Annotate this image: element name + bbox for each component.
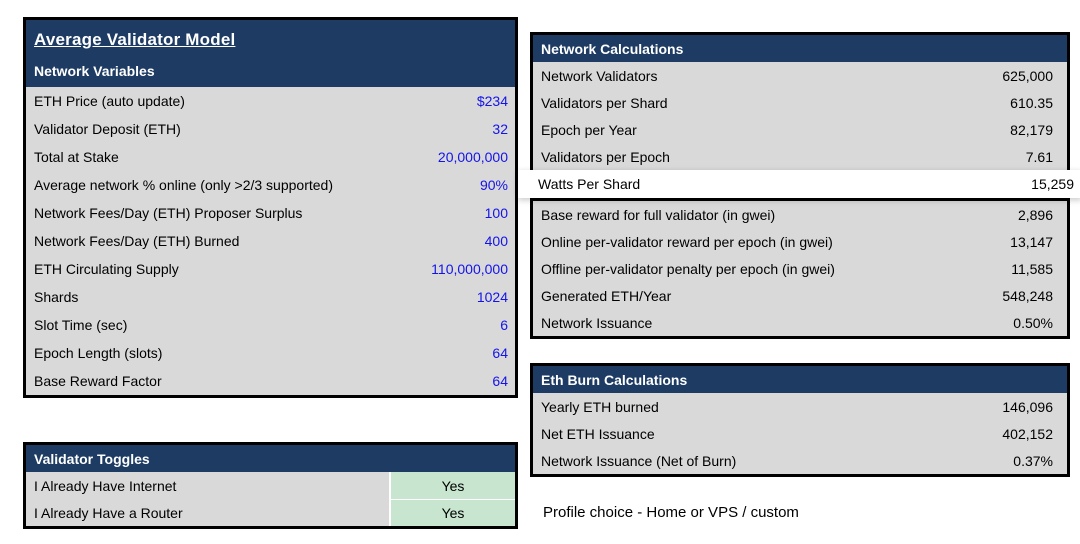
row-label: Generated ETH/Year [541,287,672,304]
row-value: 7.61 [1025,148,1053,165]
model-title: Average Validator Model [34,30,236,49]
table-row: I Already Have a Router Yes [26,499,515,526]
row-label: Watts Per Shard [538,176,641,192]
row-value[interactable]: 400 [484,233,508,249]
eth-burn-calculations-header: Eth Burn Calculations [533,366,1067,393]
table-row: Total at Stake 20,000,000 [26,143,515,171]
table-row: Yearly ETH burned 146,096 [533,393,1067,420]
row-value[interactable]: 32 [492,121,508,137]
row-label: Slot Time (sec) [34,317,128,333]
row-value: 11,585 [1011,260,1053,277]
row-label: Validator Deposit (ETH) [34,121,181,137]
row-value[interactable]: 20,000,000 [437,149,508,165]
row-label: Base reward for full validator (in gwei) [541,206,776,223]
row-value: 15,259 [1031,176,1074,192]
row-label: Yearly ETH burned [541,398,659,415]
row-value: 402,152 [1002,425,1053,442]
row-label: Validators per Shard [541,94,668,111]
row-value: 0.50% [1013,314,1053,331]
row-label: Network Fees/Day (ETH) Burned [34,233,240,249]
row-value: 610.35 [1010,94,1053,111]
network-calculations-rows-top: Network Validators 625,000 Validators per … [533,62,1067,170]
table-row: Shards 1024 [26,283,515,311]
row-label: Network Issuance (Net of Burn) [541,452,737,469]
row-label: Base Reward Factor [34,373,162,389]
eth-burn-calculations-rows: Yearly ETH burned 146,096 Net ETH Issuance… [533,393,1067,474]
row-label: I Already Have a Router [34,504,183,521]
row-value[interactable]: $234 [476,93,508,109]
table-row: Offline per-validator penalty per epoch … [533,255,1067,282]
network-calculations-table-bottom: Base reward for full validator (in gwei)… [530,198,1070,339]
network-variables-header: Network Variables [34,63,155,79]
table-row: I Already Have Internet Yes [26,472,515,499]
row-value: 146,096 [1002,398,1053,415]
row-value[interactable]: 110,000,000 [431,261,508,277]
network-calculations-table-top: Network Calculations Network Validators 6… [530,32,1070,170]
validator-toggles-header: Validator Toggles [26,445,515,472]
row-label: Offline per-validator penalty per epoch … [541,260,835,277]
row-label: I Already Have Internet [34,477,177,494]
row-value[interactable]: 6 [500,317,508,333]
table-row: Online per-validator reward per epoch (i… [533,228,1067,255]
toggle-value-cell[interactable]: Yes [389,472,515,499]
table-row: Validator Deposit (ETH) 32 [26,115,515,143]
table-row: Generated ETH/Year 548,248 [533,282,1067,309]
network-variables-rows: ETH Price (auto update) $234 Validator Dep… [26,87,515,395]
table-row: ETH Price (auto update) $234 [26,87,515,115]
network-variables-table: Average Validator Model Network Variable… [23,17,518,398]
left-table-header-band: Average Validator Model Network Variable… [26,20,515,87]
row-label: Net ETH Issuance [541,425,655,442]
network-calculations-header: Network Calculations [533,35,1067,62]
row-value: 82,179 [1010,121,1053,138]
row-label: Network Issuance [541,314,653,331]
table-row: Net ETH Issuance 402,152 [533,420,1067,447]
row-value[interactable]: 1024 [476,289,508,305]
row-label: Total at Stake [34,149,119,165]
row-label: Epoch per Year [541,121,637,138]
row-label: Network Validators [541,67,658,84]
validator-toggles-rows: I Already Have Internet Yes I Already Have… [26,472,515,526]
toggle-value-cell[interactable]: Yes [389,499,515,526]
table-row: Base reward for full validator (in gwei)… [533,201,1067,228]
row-label: Shards [34,289,79,305]
table-row: Validators per Shard 610.35 [533,89,1067,116]
table-row: Average network % online (only >2/3 supp… [26,171,515,199]
row-label: ETH Price (auto update) [34,93,185,109]
table-row: Network Issuance 0.50% [533,309,1067,336]
row-value: 548,248 [1002,287,1053,304]
row-value[interactable]: 64 [492,373,508,389]
watts-per-shard-floating-row: Watts Per Shard 15,259 [518,170,1080,198]
right-column: Network Calculations Network Validators 6… [518,32,1080,477]
profile-choice-note: Profile choice - Home or VPS / custom [543,504,799,521]
table-row: Network Fees/Day (ETH) Burned 400 [26,227,515,255]
table-row: Network Validators 625,000 [533,62,1067,89]
row-value[interactable]: 100 [484,205,508,221]
row-value: 625,000 [1002,67,1053,84]
table-row: Epoch per Year 82,179 [533,116,1067,143]
network-calculations-rows-bottom: Base reward for full validator (in gwei)… [533,201,1067,336]
row-label: Average network % online (only >2/3 supp… [34,177,333,193]
table-row: Validators per Epoch 7.61 [533,143,1067,170]
row-value: 2,896 [1017,206,1053,223]
validator-toggles-table: Validator Toggles I Already Have Interne… [23,442,518,529]
row-value: 0.37% [1013,452,1053,469]
row-label: ETH Circulating Supply [34,261,179,277]
table-row: Epoch Length (slots) 64 [26,339,515,367]
row-label: Epoch Length (slots) [34,345,163,361]
row-label: Validators per Epoch [541,148,670,165]
table-row: Base Reward Factor 64 [26,367,515,395]
row-label: Network Fees/Day (ETH) Proposer Surplus [34,205,303,221]
table-row: Network Fees/Day (ETH) Proposer Surplus 1… [26,199,515,227]
table-row: Network Issuance (Net of Burn) 0.37% [533,447,1067,474]
row-label: Online per-validator reward per epoch (i… [541,233,833,250]
row-value[interactable]: 64 [492,345,508,361]
row-value[interactable]: 90% [479,177,508,193]
row-value: 13,147 [1010,233,1053,250]
eth-burn-calculations-table: Eth Burn Calculations Yearly ETH burned 1… [530,363,1070,477]
table-row: Slot Time (sec) 6 [26,311,515,339]
table-row: ETH Circulating Supply 110,000,000 [26,255,515,283]
